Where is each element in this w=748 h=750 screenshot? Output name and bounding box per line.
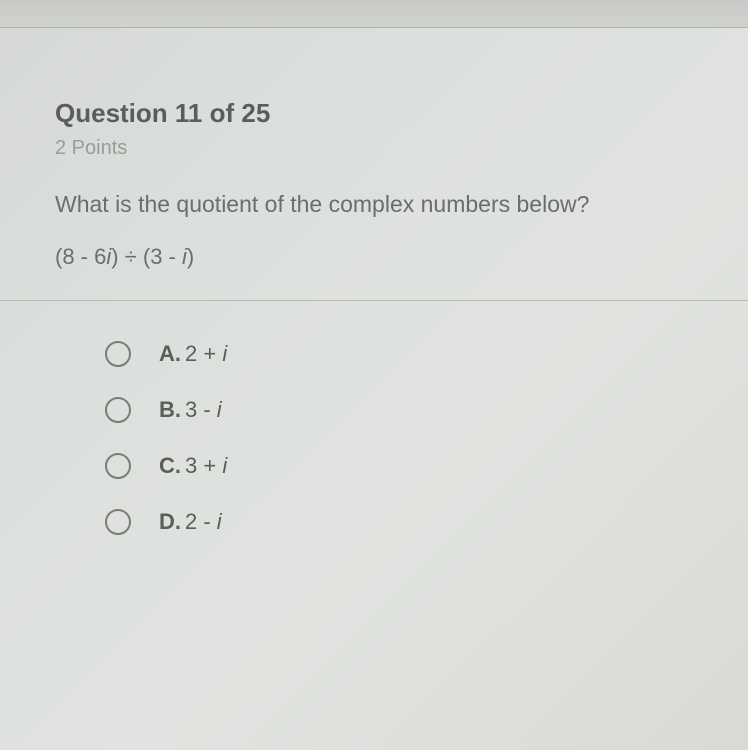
radio-c[interactable]	[105, 453, 131, 479]
option-d-i: i	[217, 509, 222, 534]
top-bar	[0, 0, 748, 28]
option-b[interactable]: B. 3 - i	[105, 397, 693, 423]
option-a-value: 2 + i	[185, 341, 227, 367]
option-c-letter: C.	[159, 453, 181, 479]
question-content: Question 11 of 25 2 Points What is the q…	[0, 28, 748, 585]
question-prompt: What is the quotient of the complex numb…	[55, 188, 693, 220]
expr-p2: ) ÷ (3 -	[111, 244, 182, 269]
option-a-i: i	[222, 341, 227, 366]
divider	[0, 300, 748, 301]
option-a-pre: 2 +	[185, 341, 222, 366]
option-b-i: i	[217, 397, 222, 422]
option-a-letter: A.	[159, 341, 181, 367]
option-b-value: 3 - i	[185, 397, 222, 423]
option-b-pre: 3 -	[185, 397, 217, 422]
option-d[interactable]: D. 2 - i	[105, 509, 693, 535]
radio-b[interactable]	[105, 397, 131, 423]
option-d-pre: 2 -	[185, 509, 217, 534]
question-number-header: Question 11 of 25	[55, 98, 693, 129]
option-c-i: i	[222, 453, 227, 478]
option-d-letter: D.	[159, 509, 181, 535]
option-c-value: 3 + i	[185, 453, 227, 479]
option-b-letter: B.	[159, 397, 181, 423]
option-a[interactable]: A. 2 + i	[105, 341, 693, 367]
answer-options: A. 2 + i B. 3 - i C. 3 + i D. 2 - i	[55, 341, 693, 535]
radio-d[interactable]	[105, 509, 131, 535]
expr-p3: )	[187, 244, 194, 269]
option-d-value: 2 - i	[185, 509, 222, 535]
radio-a[interactable]	[105, 341, 131, 367]
expr-p1: (8 - 6	[55, 244, 106, 269]
points-label: 2 Points	[55, 137, 693, 160]
option-c[interactable]: C. 3 + i	[105, 453, 693, 479]
option-c-pre: 3 +	[185, 453, 222, 478]
expression: (8 - 6i) ÷ (3 - i)	[55, 244, 693, 270]
